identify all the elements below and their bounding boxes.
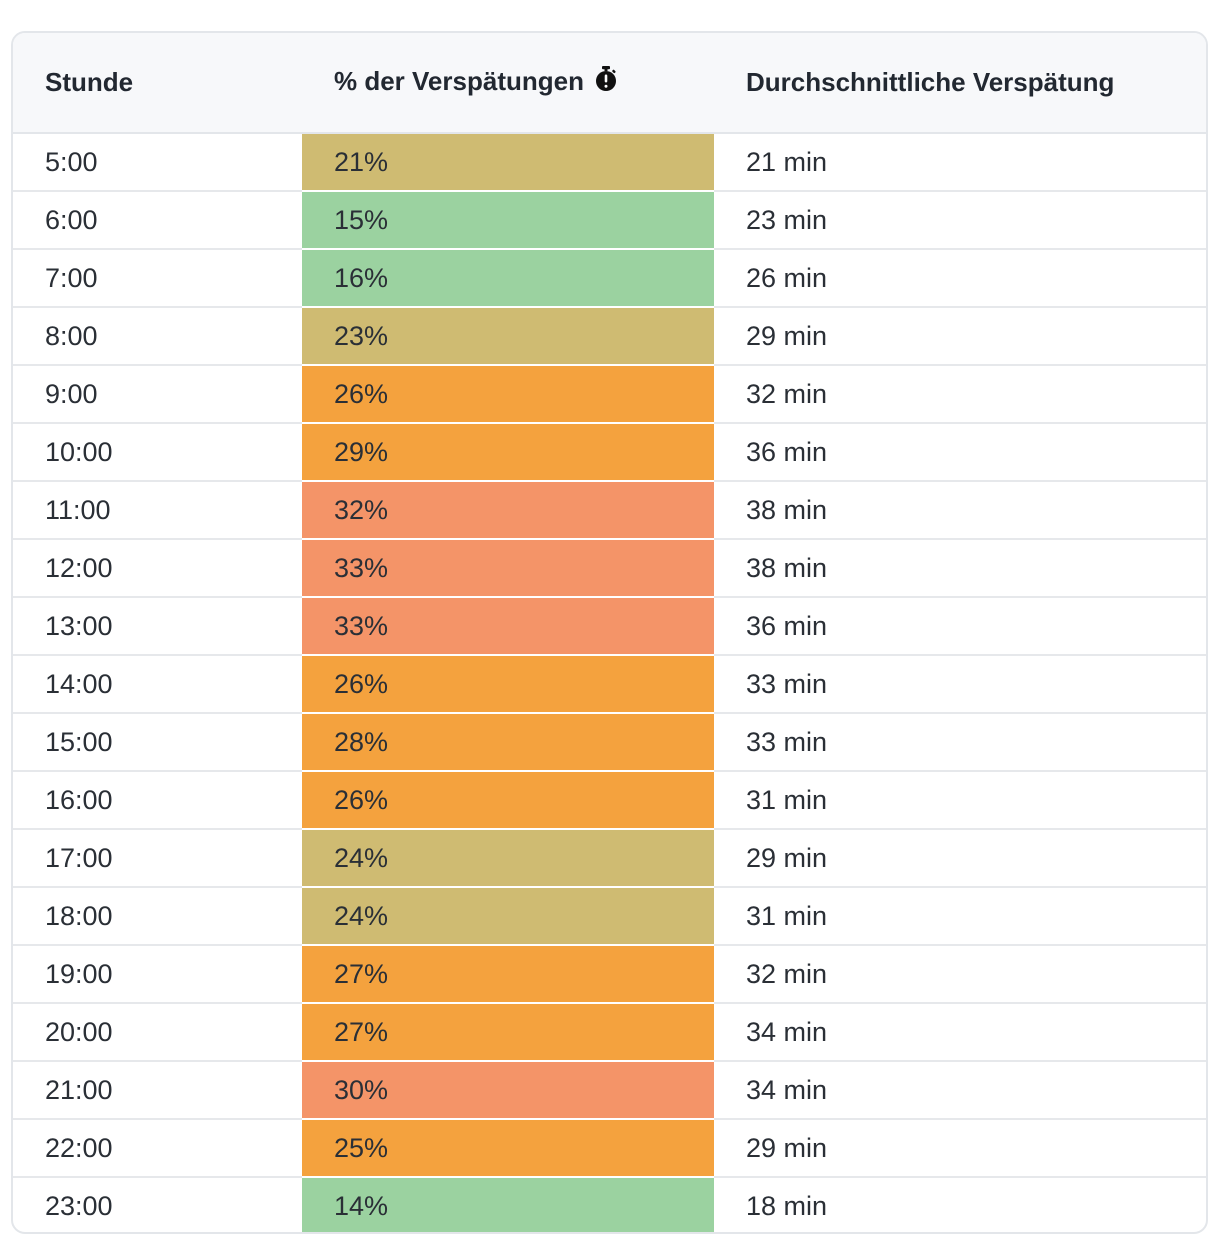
delay-percentage-cell: 30% [302,1061,714,1120]
delay-percentage-cell: 16% [302,249,714,308]
hour-cell: 23:00 [45,1191,113,1221]
delay-percentage-cell: 26% [302,365,714,424]
table-body: 5:00 21% 21 min 6:00 15% 23 min 7:00 16% 26 min 8… [13,133,1206,1232]
table-row: 14:00 26% 33 min [13,655,1206,714]
average-delay-cell: 29 min [714,1119,1206,1178]
table-header: Stunde % der Verspätungen Durchschnittli… [13,33,1206,134]
average-delay-cell: 23 min [714,191,1206,250]
table-row: 21:00 30% 34 min [13,1061,1206,1120]
column-header-avg-delay: Durchschnittliche Verspätung [714,33,1206,134]
delay-table-card: Stunde % der Verspätungen Durchschnittli… [11,31,1208,1234]
average-delay-cell: 33 min [714,713,1206,772]
average-delay-cell: 34 min [714,1061,1206,1120]
average-delay-cell: 38 min [714,481,1206,540]
table-row: 18:00 24% 31 min [13,887,1206,946]
delay-percentage-cell: 26% [302,771,714,830]
average-delay-cell: 21 min [714,133,1206,192]
delay-percentage-cell: 26% [302,655,714,714]
table-row: 11:00 32% 38 min [13,481,1206,540]
table-row: 20:00 27% 34 min [13,1003,1206,1062]
hour-cell: 14:00 [13,655,302,714]
average-delay-cell: 36 min [714,423,1206,482]
table-row: 16:00 26% 31 min [13,771,1206,830]
average-delay-cell: 32 min [714,945,1206,1004]
column-header-hour: Stunde [13,33,302,134]
hour-cell: 19:00 [13,945,302,1004]
hour-cell: 17:00 [13,829,302,888]
hour-cell: 5:00 [13,133,302,192]
table-row: 10:00 29% 36 min [13,423,1206,482]
average-delay-cell: 32 min [714,365,1206,424]
hour-cell: 13:00 [13,597,302,656]
table-row: 8:00 23% 29 min [13,307,1206,366]
delay-by-hour-table: Stunde % der Verspätungen Durchschnittli… [13,33,1206,1232]
hour-cell: 7:00 [13,249,302,308]
delay-percentage-cell: 24% [302,887,714,946]
hour-cell: 12:00 [13,539,302,598]
hour-cell: 18:00 [13,887,302,946]
average-delay-cell: 31 min [714,771,1206,830]
hour-cell: 10:00 [13,423,302,482]
delay-percentage-cell: 14% [302,1177,714,1232]
delay-percentage-cell: 27% [302,1003,714,1062]
average-delay-cell: 38 min [714,539,1206,598]
average-delay-cell: 26 min [714,249,1206,308]
delay-percentage-cell: 15% [302,191,714,250]
delay-percentage-cell: 24% [302,829,714,888]
delay-percentage-cell: 28% [302,713,714,772]
table-row: 6:00 15% 23 min [13,191,1206,250]
average-delay-cell: 36 min [714,597,1206,656]
delay-percentage-cell: 25% [302,1119,714,1178]
column-header-hour-label: Stunde [45,67,134,97]
table-row: 13:00 33% 36 min [13,597,1206,656]
column-header-pct-delays-label: % der Verspätungen [334,66,584,96]
hour-cell: 9:00 [13,365,302,424]
table-row: 23:00 14% 18 min [13,1177,1206,1232]
delay-percentage-cell: 29% [302,423,714,482]
header-row: Stunde % der Verspätungen Durchschnittli… [13,33,1206,134]
hour-cell: 21:00 [13,1061,302,1120]
hour-cell: 15:00 [13,713,302,772]
column-header-avg-delay-label: Durchschnittliche Verspätung [746,67,1115,97]
hour-cell: 20:00 [13,1003,302,1062]
delay-percentage-cell: 27% [302,945,714,1004]
table-row: 17:00 24% 29 min [13,829,1206,888]
table-row: 5:00 21% 21 min [13,133,1206,192]
table-row: 12:00 33% 38 min [13,539,1206,598]
hour-cell: 6:00 [13,191,302,250]
table-row: 19:00 27% 32 min [13,945,1206,1004]
column-header-pct-delays: % der Verspätungen [302,33,714,134]
average-delay-cell: 29 min [714,307,1206,366]
delay-percentage-cell: 33% [302,539,714,598]
average-delay-cell: 31 min [714,887,1206,946]
average-delay-cell: 18 min [746,1191,828,1221]
delay-percentage-cell: 23% [302,307,714,366]
table-row: 7:00 16% 26 min [13,249,1206,308]
stopwatch-icon [594,65,618,100]
average-delay-cell: 29 min [714,829,1206,888]
table-row: 15:00 28% 33 min [13,713,1206,772]
hour-cell: 11:00 [13,481,302,540]
table-row: 9:00 26% 32 min [13,365,1206,424]
hour-cell: 16:00 [13,771,302,830]
delay-percentage-cell: 33% [302,597,714,656]
average-delay-cell: 33 min [714,655,1206,714]
hour-cell: 22:00 [13,1119,302,1178]
hour-cell: 8:00 [13,307,302,366]
table-row: 22:00 25% 29 min [13,1119,1206,1178]
delay-percentage-cell: 32% [302,481,714,540]
delay-percentage-cell: 21% [302,133,714,192]
average-delay-cell: 34 min [714,1003,1206,1062]
